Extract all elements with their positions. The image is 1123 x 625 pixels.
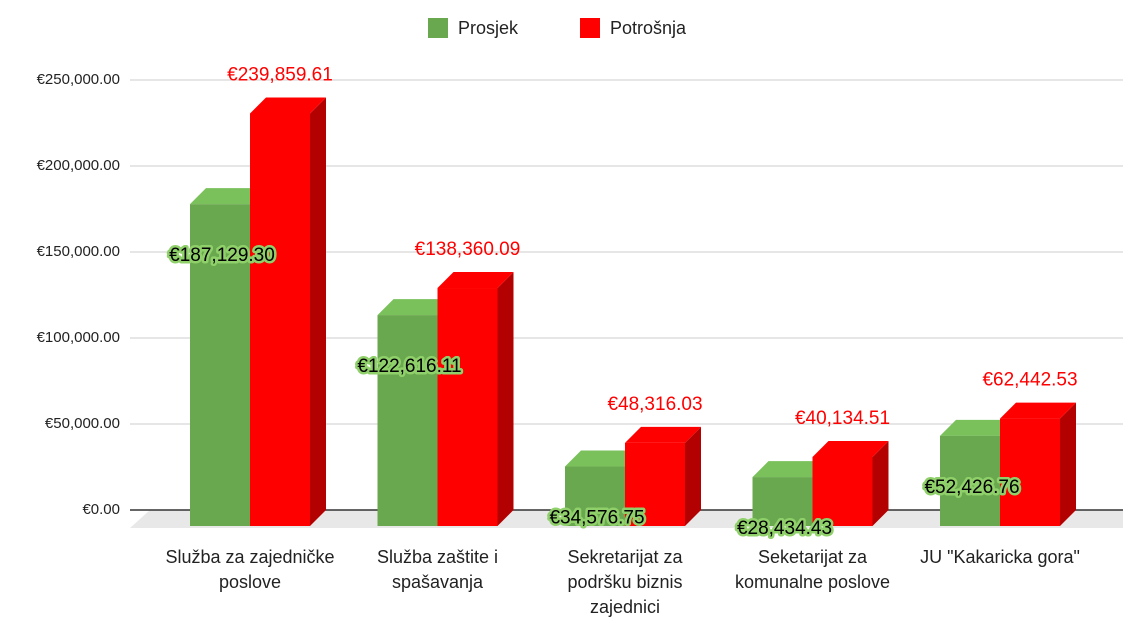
x-tick-label: Služba zaštite i spašavanja	[376, 547, 499, 592]
bar-front	[250, 113, 310, 526]
y-tick-label: €250,000.00	[37, 71, 120, 88]
bar-top	[940, 419, 1016, 436]
bar-top	[1000, 402, 1076, 419]
bar-top	[190, 188, 266, 205]
legend-swatch	[428, 18, 448, 38]
data-label: €62,442.53	[982, 370, 1077, 391]
data-label: €40,134.51	[795, 408, 890, 429]
bar	[250, 97, 326, 526]
bar-side	[310, 97, 326, 526]
y-tick-label: €100,000.00	[37, 329, 120, 346]
bar-front	[190, 204, 250, 526]
x-tick-label: Služba za zajedničke poslove	[165, 547, 335, 592]
data-label: €187,129.30	[169, 245, 275, 266]
data-label: €122,616.11	[357, 356, 461, 377]
bar-front	[565, 466, 625, 526]
bar-top	[250, 97, 326, 114]
data-label: €138,360.09	[415, 239, 521, 260]
bar	[812, 440, 889, 526]
x-tick-label: Sekretarijat za podršku biznis zajednici	[567, 547, 683, 617]
data-label: €239,859.61	[227, 64, 333, 85]
data-label: €52,426.76	[924, 477, 1019, 498]
bar	[1000, 402, 1076, 526]
legend-label: Potrošnja	[610, 18, 687, 38]
bar-front	[377, 315, 438, 526]
bar-top	[625, 426, 701, 443]
bar-front	[812, 456, 873, 526]
legend-swatch	[580, 18, 600, 38]
bar-front	[437, 288, 498, 526]
data-label: €28,434.43	[737, 518, 832, 539]
bar-side	[1060, 402, 1076, 526]
bar-side	[685, 426, 701, 526]
bar-top	[377, 299, 454, 316]
bar-top	[812, 440, 889, 457]
data-label-halo: €28,434.43	[737, 518, 832, 539]
bar-top	[752, 461, 829, 478]
bar-side	[872, 440, 889, 526]
data-label: €48,316.03	[607, 394, 702, 415]
y-tick-label: €50,000.00	[45, 415, 120, 432]
x-tick-label: Seketarijat za komunalne poslove	[734, 547, 891, 592]
bar	[625, 426, 701, 526]
y-tick-label: €150,000.00	[37, 243, 120, 260]
bar-front	[940, 435, 1000, 526]
bar	[437, 272, 514, 526]
bar-top	[565, 450, 641, 467]
bar-front	[1000, 418, 1060, 526]
bar-front	[625, 442, 685, 526]
data-label-halo: €187,129.30	[169, 245, 275, 266]
bar-top	[437, 272, 514, 289]
y-tick-label: €0.00	[82, 501, 120, 518]
legend-label: Prosjek	[458, 18, 519, 38]
bar-front	[752, 477, 813, 526]
data-label: €34,576.75	[549, 508, 644, 529]
data-label-halo: €52,426.76	[924, 477, 1019, 498]
y-tick-label: €200,000.00	[37, 157, 120, 174]
data-label-halo: €122,616.11	[357, 356, 461, 377]
data-label-halo: €34,576.75	[549, 508, 644, 529]
bar-side	[497, 272, 514, 526]
x-tick-label: JU "Kakaricka gora"	[920, 547, 1080, 567]
